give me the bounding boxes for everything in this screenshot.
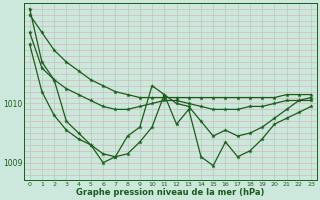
X-axis label: Graphe pression niveau de la mer (hPa): Graphe pression niveau de la mer (hPa) [76, 188, 265, 197]
